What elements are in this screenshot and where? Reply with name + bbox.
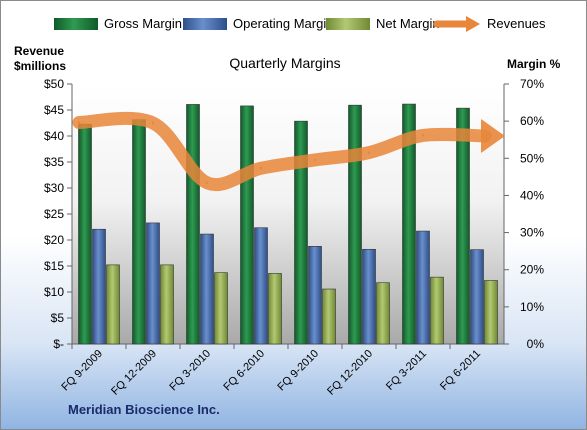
legend-label-gross-margin: Gross Margin	[104, 16, 182, 31]
legend-item-net-margin: Net Margin	[326, 16, 440, 31]
company-name: Meridian Bioscience Inc.	[68, 402, 220, 417]
right-axis-label: Margin %	[507, 57, 561, 71]
legend-item-revenues: Revenues	[433, 16, 546, 32]
left-tick-label: $5	[51, 311, 65, 325]
left-tick-label: $20	[44, 233, 64, 247]
bar-net-margin	[484, 280, 498, 345]
left-tick-label: $15	[44, 259, 64, 273]
left-tick-label: $30	[44, 181, 64, 195]
bar-gross-margin	[456, 107, 470, 345]
bar-operating-margin	[92, 228, 106, 345]
revenue-point	[151, 121, 155, 125]
bar-net-margin	[106, 264, 120, 345]
bar-operating-margin	[146, 222, 160, 345]
bar-operating-margin	[308, 246, 322, 345]
bar-operating-margin	[416, 230, 430, 345]
revenue-point	[313, 158, 317, 162]
right-tick-label: 10%	[520, 300, 544, 314]
bar-operating-margin	[200, 233, 214, 345]
left-axis-label-line2: $millions	[14, 59, 66, 73]
right-tick-label: 40%	[520, 188, 544, 202]
bar-gross-margin	[348, 104, 362, 345]
bar-gross-margin	[402, 103, 416, 345]
left-tick-label: $45	[44, 103, 64, 117]
bar-operating-margin	[362, 248, 376, 345]
left-tick-label: $40	[44, 129, 64, 143]
bar-net-margin	[430, 276, 444, 345]
legend-label-net-margin: Net Margin	[376, 16, 440, 31]
left-axis: $- $5 $10 $15 $20 $25 $30 $35 $40 $45 $50	[44, 77, 73, 351]
legend-swatch-net-margin	[326, 18, 370, 30]
right-tick-label: 70%	[520, 77, 544, 91]
bar-gross-margin	[294, 120, 308, 345]
right-tick-label: 30%	[520, 226, 544, 240]
revenue-point	[77, 121, 81, 124]
bar-net-margin	[268, 273, 282, 345]
right-tick-label: 0%	[527, 337, 545, 351]
revenue-line	[72, 111, 505, 191]
revenue-point	[205, 181, 209, 184]
bar-net-margin	[322, 288, 336, 345]
revenue-point	[367, 151, 371, 154]
bar-gross-margin	[132, 119, 146, 345]
left-tick-label: $50	[44, 77, 64, 91]
bar-gross-margin	[240, 105, 254, 345]
legend: Gross Margin Operating Margin Net Margin…	[54, 16, 546, 32]
legend-item-operating-margin: Operating Margin	[183, 16, 333, 31]
bar-net-margin	[160, 264, 174, 345]
left-axis-label-line1: Revenue	[14, 44, 64, 58]
bar-gross-margin	[186, 104, 200, 345]
left-tick-label: $10	[44, 285, 64, 299]
bar-operating-margin	[470, 249, 484, 345]
right-tick-label: 60%	[520, 114, 544, 128]
left-tick-label: $25	[44, 207, 64, 221]
bar-net-margin	[214, 272, 228, 345]
bar-net-margin	[376, 282, 390, 345]
legend-arrow-icon	[466, 16, 480, 32]
chart-title: Quarterly Margins	[229, 55, 340, 71]
legend-label-operating-margin: Operating Margin	[233, 16, 333, 31]
right-tick-label: 20%	[520, 263, 544, 277]
right-tick-label: 50%	[520, 151, 544, 165]
revenue-series-line	[72, 111, 492, 191]
legend-swatch-operating-margin	[183, 18, 227, 30]
legend-swatch-gross-margin	[54, 18, 98, 30]
bars	[78, 103, 498, 345]
bar-operating-margin	[254, 227, 268, 345]
revenue-point	[421, 134, 425, 137]
revenue-arrow-icon	[481, 119, 505, 153]
left-tick-label: $35	[44, 155, 64, 169]
bar-gross-margin	[78, 123, 92, 345]
legend-label-revenues: Revenues	[487, 16, 546, 31]
left-tick-label: $-	[53, 337, 64, 351]
revenue-point	[259, 167, 263, 170]
revenue-point	[483, 134, 487, 138]
legend-item-gross-margin: Gross Margin	[54, 16, 182, 31]
